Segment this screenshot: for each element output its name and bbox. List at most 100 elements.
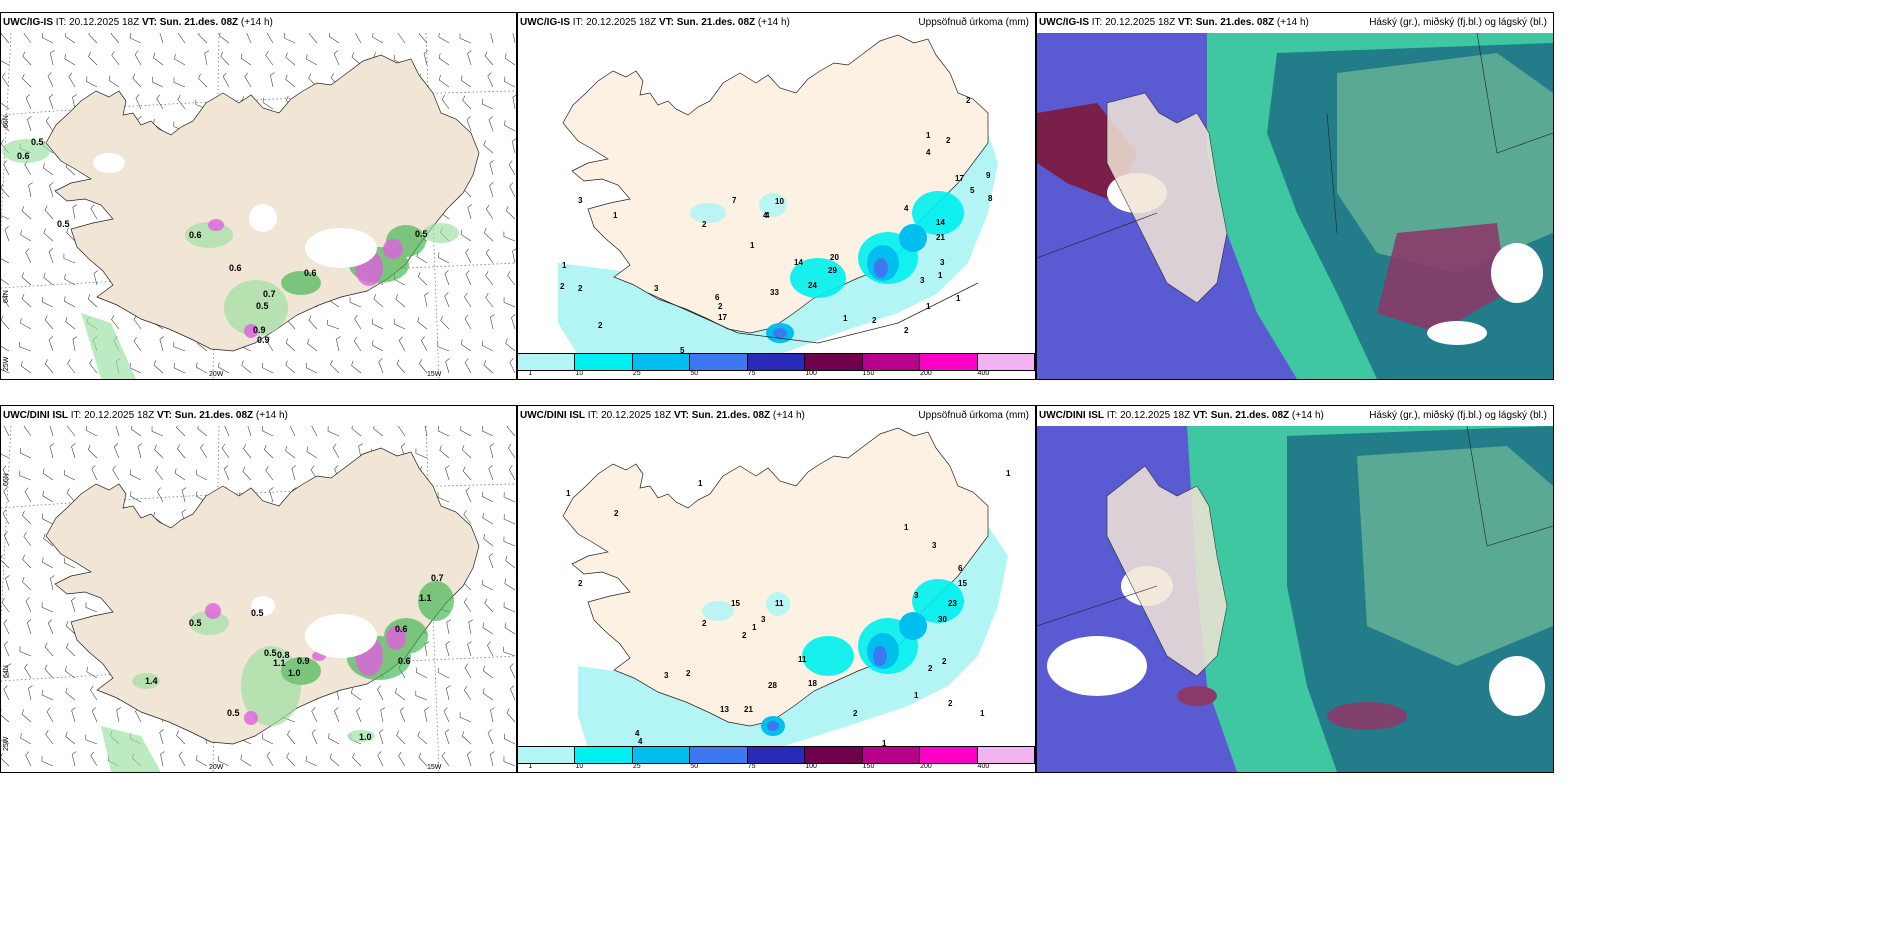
value-label: 2 (942, 657, 947, 666)
lat-label-66n: 66N (3, 115, 10, 128)
wind-barb (24, 663, 32, 679)
value-label: 3 (664, 671, 669, 680)
colorbar-segment (977, 354, 1035, 370)
wind-barb (65, 731, 76, 745)
wind-barb (503, 733, 516, 745)
wind-barb (490, 33, 494, 44)
lon-label-25w: 25W (3, 356, 10, 371)
panel-ig-is-precip: UWC/IG-IS IT: 20.12.2025 18Z VT: Sun. 21… (517, 12, 1036, 380)
wind-barb (135, 94, 142, 110)
wind-barb (481, 98, 494, 110)
wind-barb (504, 53, 516, 66)
cloud-white (93, 153, 377, 268)
wind-barb (65, 642, 76, 657)
value-label: 30 (938, 615, 947, 624)
lon-label-15w: 15W (427, 764, 442, 771)
wind-barb (133, 336, 142, 352)
wind-barb (181, 487, 187, 503)
value-label: 28 (768, 681, 777, 690)
wind-barb (512, 94, 516, 110)
wind-barb (308, 315, 318, 330)
wind-barb (487, 641, 494, 657)
precip-dark (773, 258, 888, 338)
wind-barb (396, 359, 406, 374)
wind-barb (27, 116, 32, 132)
value-labels: 1 1 1 2 2 2 15 11 3 2 1 4 3 2 13 21 28 1… (564, 426, 1011, 748)
wind-barb (44, 642, 54, 657)
wind-barb (42, 468, 54, 481)
panel-ig-is-clouds: UWC/IG-IS IT: 20.12.2025 18Z VT: Sun. 21… (1036, 12, 1554, 380)
wind-barb (285, 338, 296, 352)
colorbar-tick: 25 (632, 763, 641, 770)
value-label: 0.5 (256, 301, 269, 311)
wind-barb (24, 487, 32, 503)
wind-barb (467, 204, 472, 220)
wind-barb (310, 465, 318, 481)
wind-barb (64, 296, 76, 308)
value-label: 0.5 (251, 608, 264, 618)
wind-barb (20, 229, 32, 242)
wind-barb (262, 97, 274, 110)
wind-barb (372, 33, 384, 44)
value-label: 3 (761, 615, 766, 624)
wind-barb (3, 641, 10, 657)
value-label: 2 (904, 326, 909, 335)
wind-barb (1, 369, 10, 374)
wind-barb (178, 751, 186, 767)
wind-barb (195, 469, 208, 481)
value-label: 2 (718, 302, 723, 311)
wind-barb (311, 729, 318, 745)
wind-barb (3, 487, 10, 503)
wind-barb (20, 361, 32, 374)
colorbar-tick: 50 (690, 763, 699, 770)
wind-barb (417, 316, 428, 330)
wind-barb (1, 752, 10, 767)
wind-barb (196, 755, 208, 767)
wind-barb (438, 33, 450, 44)
wind-barb (85, 426, 98, 437)
graticule (1037, 33, 1553, 259)
wind-barb (466, 116, 472, 132)
value-label: 7 (732, 196, 737, 205)
wind-barb (485, 248, 494, 264)
wind-barb (174, 468, 186, 481)
wind-barb (137, 443, 143, 459)
wind-barb (489, 182, 494, 198)
wind-barb (415, 690, 428, 701)
wind-barb (419, 359, 428, 374)
value-labels: 2 1 2 3 10 7 4 2 1 1 1 2 17 4 33 24 29 2… (560, 96, 993, 355)
wind-barb (444, 270, 450, 286)
wind-barb (91, 465, 98, 481)
colorbar-tick: 50 (690, 370, 699, 377)
wind-barb (67, 426, 76, 437)
wind-barb (1, 33, 10, 44)
wind-barb (115, 426, 120, 437)
wind-barb (418, 33, 428, 44)
wind-barb (416, 667, 428, 679)
wind-barb (460, 426, 472, 437)
wind-barb (464, 314, 472, 330)
wind-barb (45, 116, 54, 132)
value-label: 2 (928, 664, 933, 673)
wind-barb (133, 314, 142, 330)
wind-barb (417, 731, 428, 745)
wind-barb (354, 33, 362, 44)
colorbar-tick: 75 (747, 370, 756, 377)
wind-barb (20, 733, 32, 745)
wind-barb (490, 707, 495, 723)
wind-barb (20, 318, 32, 330)
wind-precip-map: 0.5 0.6 0.5 0.6 0.6 0.7 0.5 0.6 0.5 0.9 … (1, 33, 516, 379)
value-label: 3 (914, 591, 919, 600)
panel-title: UWC/IG-IS IT: 20.12.2025 18Z VT: Sun. 21… (1037, 13, 1553, 33)
wind-barb (445, 641, 450, 657)
wind-barb (485, 293, 494, 308)
wind-barb (85, 602, 98, 613)
wind-barb (332, 443, 340, 459)
wind-barb (41, 756, 54, 767)
wind-barb (351, 426, 362, 437)
wind-barb (482, 688, 494, 701)
wind-barb (380, 707, 386, 723)
wind-barb (1, 315, 10, 330)
wind-barb (417, 271, 428, 286)
wind-barb (467, 751, 472, 767)
